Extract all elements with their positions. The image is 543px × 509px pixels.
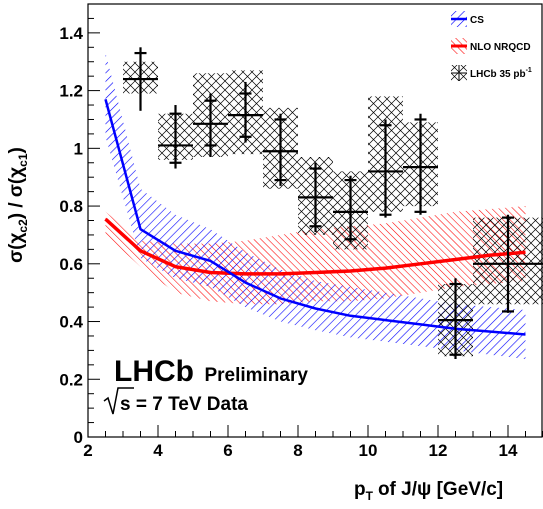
x-tick-label: 4 xyxy=(153,441,163,460)
x-tick-label: 12 xyxy=(429,441,448,460)
lhcb-annotation: LHCb Preliminary s = 7 TeV Data xyxy=(103,355,308,415)
data-point xyxy=(158,105,193,169)
legend-label-nlo: NLO NRQCD xyxy=(470,42,531,53)
experiment-label: LHCb Preliminary xyxy=(114,355,308,388)
y-tick-label: 1.2 xyxy=(59,82,83,101)
band-lhcb-data xyxy=(123,61,543,357)
line-nlo-nrqcd xyxy=(104,217,526,276)
y-tick-label: 0.4 xyxy=(59,313,83,332)
data-point xyxy=(193,93,228,157)
data-point xyxy=(298,162,333,233)
x-tick-label: 2 xyxy=(83,441,92,460)
x-tick-label: 14 xyxy=(499,441,518,460)
x-tick-label: 8 xyxy=(293,441,302,460)
data-point xyxy=(438,278,473,360)
bands-layer xyxy=(105,53,543,360)
band-cs xyxy=(105,53,526,360)
legend-label-cs: CS xyxy=(470,15,484,26)
legend-entry-lhcb: LHCb 35 pb-1 xyxy=(451,65,532,81)
svg-text:s = 7 TeV Data: s = 7 TeV Data xyxy=(120,394,248,415)
data-point xyxy=(123,47,158,111)
x-axis-title: pT of J/ψ [GeV/c] xyxy=(354,479,503,503)
y-tick-label: 0.8 xyxy=(59,197,83,216)
data-point xyxy=(368,119,403,218)
data-point xyxy=(333,175,368,243)
y-tick-label: 0.2 xyxy=(59,370,83,389)
y-tick-label: 0 xyxy=(74,428,83,447)
data-point xyxy=(403,113,438,215)
legend-entry-nlo: NLO NRQCD xyxy=(451,38,531,54)
legend-entry-cs: CS xyxy=(451,11,484,27)
y-axis-title: σ(χc2) / σ(χc1) xyxy=(6,147,30,263)
sqrt-symbol xyxy=(103,387,134,415)
y-tick-label: 1 xyxy=(74,139,83,158)
legend: CS NLO NRQCD LHCb 35 pb-1 xyxy=(451,11,532,81)
data-point xyxy=(473,214,543,313)
x-tick-label: 6 xyxy=(223,441,232,460)
y-tick-label: 1.4 xyxy=(59,24,83,43)
data-points-layer xyxy=(123,47,543,360)
x-tick-label: 10 xyxy=(359,441,378,460)
data-point xyxy=(263,113,298,186)
axes-layer: 2 4 6 8 10 12 14 0 0.2 0.4 0.6 0.8 1 1.2 1.4 xyxy=(59,3,543,460)
data-point xyxy=(228,81,263,143)
energy-label: s = 7 TeV Data xyxy=(103,387,248,415)
y-tick-label: 0.6 xyxy=(59,255,83,274)
legend-label-lhcb: LHCb 35 pb-1 xyxy=(470,67,532,80)
